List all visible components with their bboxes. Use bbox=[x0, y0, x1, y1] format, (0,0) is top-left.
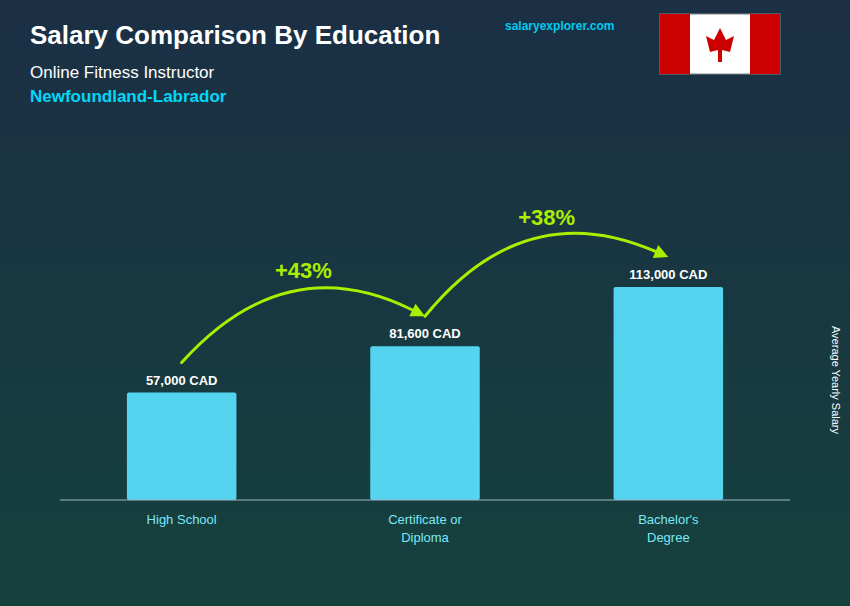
x-tick-line: Bachelor's bbox=[638, 512, 699, 527]
change-arrow bbox=[182, 288, 425, 363]
bar bbox=[614, 287, 724, 500]
chart: Salary Comparison By Education Online Fit… bbox=[0, 0, 850, 606]
value-label: 113,000 CAD bbox=[629, 267, 707, 282]
change-label: +38% bbox=[518, 205, 575, 230]
change-arc bbox=[182, 288, 413, 363]
source: salaryexplorer.com bbox=[505, 19, 614, 33]
background bbox=[0, 0, 850, 606]
x-tick-line: High School bbox=[147, 512, 217, 527]
bars bbox=[127, 287, 723, 500]
flag bbox=[660, 14, 780, 74]
x-tick-line: Degree bbox=[647, 530, 690, 545]
value-label: 57,000 CAD bbox=[146, 373, 218, 388]
value-label: 81,600 CAD bbox=[389, 326, 461, 341]
x-tick-line: Certificate or bbox=[388, 512, 462, 527]
bar bbox=[370, 346, 480, 500]
flag-leaf bbox=[706, 28, 734, 62]
flag-band bbox=[660, 14, 690, 74]
subtitle: Online Fitness Instructor bbox=[30, 63, 215, 82]
change-arrow bbox=[425, 233, 668, 316]
x-tick-line: Diploma bbox=[401, 530, 449, 545]
change-arrowhead bbox=[653, 245, 669, 258]
flag-band bbox=[750, 14, 780, 74]
x-tick-label: Certificate or Diploma bbox=[388, 512, 462, 545]
x-tick-label: Bachelor's Degree bbox=[638, 512, 699, 545]
change-label: +43% bbox=[275, 258, 332, 283]
flag-bg bbox=[660, 14, 780, 74]
change-arrowhead bbox=[409, 304, 425, 317]
x-tick-label: High School bbox=[147, 512, 217, 527]
title: Salary Comparison By Education bbox=[30, 20, 440, 50]
change-arc bbox=[425, 233, 656, 316]
y-label: Average Yearly Salary bbox=[830, 326, 842, 435]
x-axis-line bbox=[60, 500, 790, 501]
location: Newfoundland-Labrador bbox=[30, 87, 227, 106]
bar bbox=[127, 393, 236, 500]
